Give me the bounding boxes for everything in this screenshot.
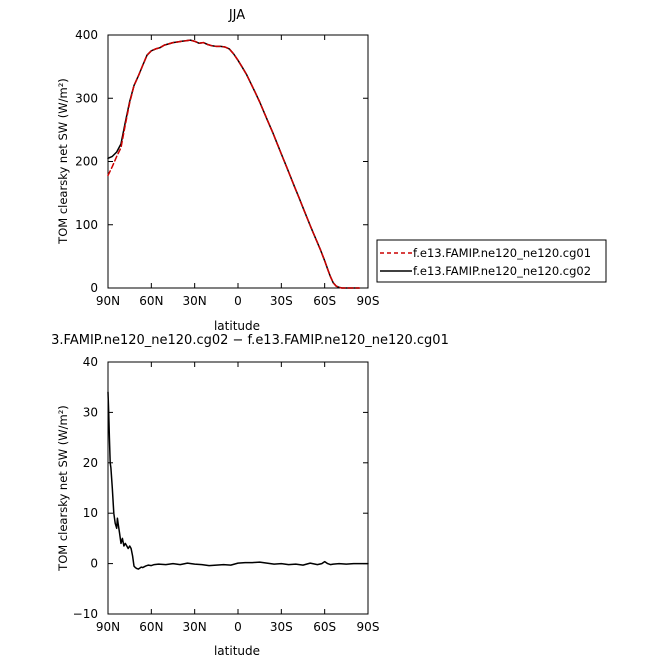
y-tick-label: 100 xyxy=(75,218,98,232)
y-tick-label: 300 xyxy=(75,91,98,105)
top-panel: JJA 90N 60N 30N 0 30S 60S 90S 0 100 200 300 400 lat… xyxy=(56,8,379,333)
y-tick-label: 0 xyxy=(90,281,98,295)
x-tick-label: 60S xyxy=(313,620,336,634)
top-series-lines xyxy=(107,39,361,289)
bottom-chart-title: 3.FAMIP.ne120_ne120.cg02 − f.e13.FAMIP.n… xyxy=(51,333,449,348)
bottom-panel: 3.FAMIP.ne120_ne120.cg02 − f.e13.FAMIP.n… xyxy=(51,333,449,658)
top-chart-title: JJA xyxy=(228,8,245,23)
series-line-cg01 xyxy=(107,39,361,289)
y-tick-label: 30 xyxy=(83,405,98,419)
legend-box xyxy=(376,239,607,283)
y-tick-label: 20 xyxy=(83,456,98,470)
x-tick-label: 30N xyxy=(183,294,207,308)
y-tick-label: −10 xyxy=(73,607,98,621)
x-tick-label: 90N xyxy=(96,620,120,634)
x-tick-label: 30N xyxy=(183,620,207,634)
bottom-axis-ticks: 90N 60N 30N 0 30S 60S 90S −10 0 10 20 30 40 xyxy=(73,355,380,634)
bottom-plot-frame xyxy=(107,361,369,615)
x-tick-label: 90S xyxy=(357,294,380,308)
legend-label-cg01: f.e13.FAMIP.ne120_ne120.cg01 xyxy=(413,246,591,260)
bottom-y-axis-label: TOM clearsky net SW (W/m²) xyxy=(56,405,70,572)
top-axis-ticks: 90N 60N 30N 0 30S 60S 90S 0 100 200 300 400 xyxy=(75,28,379,308)
bottom-series-lines xyxy=(107,391,369,570)
series-line-cg02 xyxy=(107,391,369,570)
x-tick-label: 60N xyxy=(139,620,163,634)
top-y-axis-label: TOM clearsky net SW (W/m²) xyxy=(56,78,70,245)
x-tick-label: 90N xyxy=(96,294,120,308)
top-x-axis-label: latitude xyxy=(214,319,260,333)
bottom-x-axis-label: latitude xyxy=(214,644,260,658)
legend-label-cg02: f.e13.FAMIP.ne120_ne120.cg02 xyxy=(413,264,591,278)
x-tick-label: 30S xyxy=(270,620,293,634)
x-tick-label: 0 xyxy=(234,620,242,634)
x-tick-label: 0 xyxy=(234,294,242,308)
y-tick-label: 0 xyxy=(90,557,98,571)
x-tick-label: 60N xyxy=(139,294,163,308)
top-plot-frame xyxy=(107,34,369,289)
y-tick-label: 400 xyxy=(75,28,98,42)
y-tick-label: 200 xyxy=(75,155,98,169)
series-line-cg02 xyxy=(107,39,361,289)
x-tick-label: 60S xyxy=(313,294,336,308)
y-tick-label: 10 xyxy=(83,506,98,520)
x-tick-label: 30S xyxy=(270,294,293,308)
legend: f.e13.FAMIP.ne120_ne120.cg01 f.e13.FAMIP… xyxy=(376,239,607,283)
x-tick-label: 90S xyxy=(357,620,380,634)
y-tick-label: 40 xyxy=(83,355,98,369)
